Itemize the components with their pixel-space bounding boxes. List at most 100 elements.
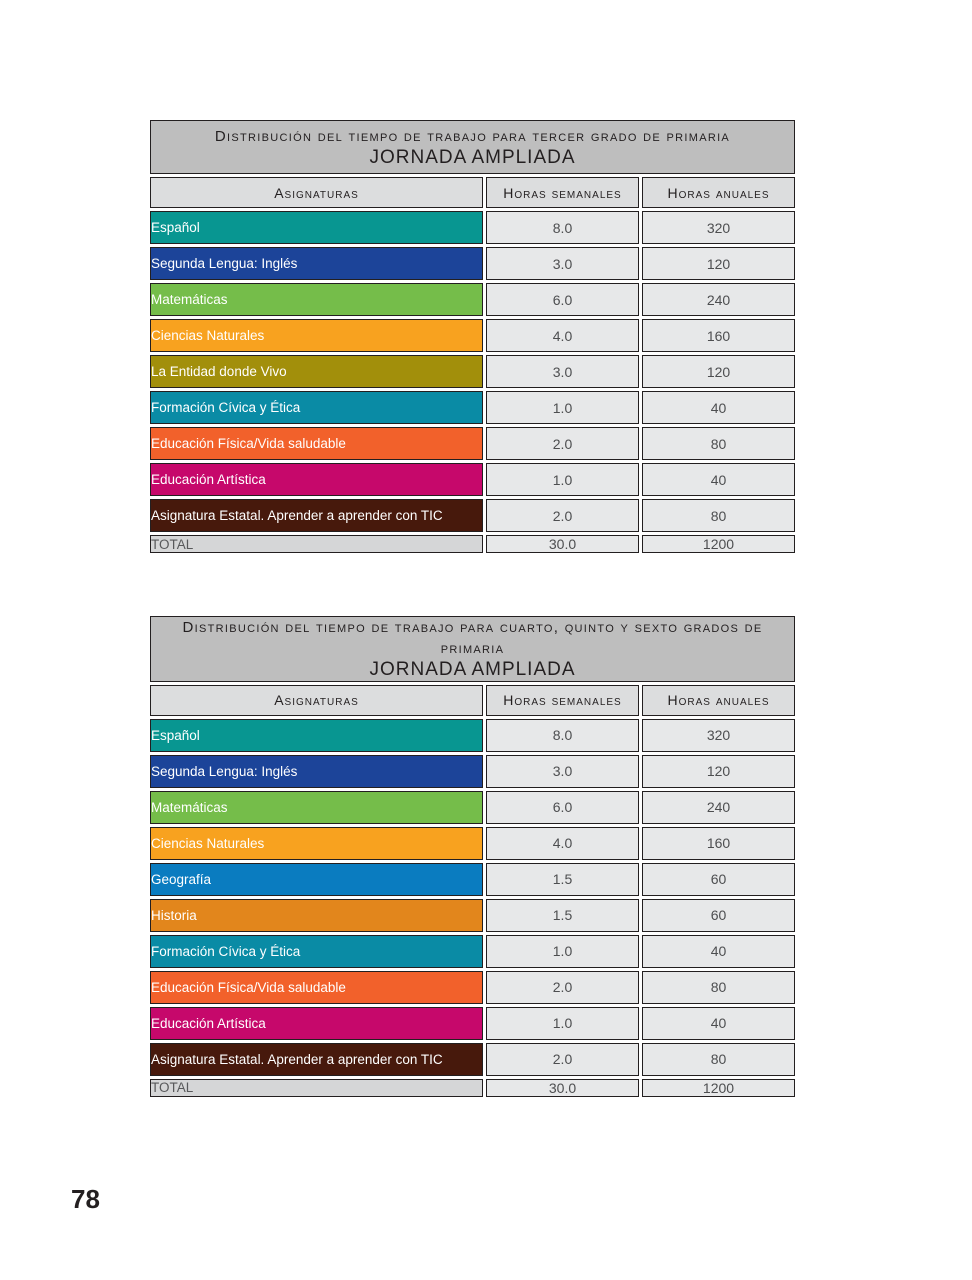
subject-row: La Entidad donde Vivo 3.0 120 bbox=[150, 355, 795, 388]
column-header-subjects: Asignaturas bbox=[150, 684, 483, 716]
subject-row: Formación Cívica y Ética 1.0 40 bbox=[150, 934, 795, 968]
subject-name-cell: Educación Física/Vida saludable bbox=[150, 427, 483, 460]
subject-row: Historia 1.5 60 bbox=[150, 898, 795, 932]
column-header-weekly-hours: Horas semanales bbox=[486, 177, 639, 208]
schedule-table-third-grade: Distribución del tiempo de trabajo para … bbox=[147, 117, 798, 556]
table-title-row: Distribución del tiempo de trabajo para … bbox=[150, 120, 795, 174]
weekly-hours-cell: 1.0 bbox=[486, 934, 639, 968]
table-subtitle: JORNADA AMPLIADA bbox=[369, 146, 576, 168]
column-header-annual-hours: Horas anuales bbox=[642, 177, 795, 208]
annual-hours-cell: 40 bbox=[642, 1006, 795, 1040]
table-title-cell: Distribución del tiempo de trabajo para … bbox=[150, 616, 795, 682]
subject-row: Segunda Lengua: Inglés 3.0 120 bbox=[150, 754, 795, 788]
subject-name-cell: Ciencias Naturales bbox=[150, 826, 483, 860]
page-number: 78 bbox=[71, 1184, 100, 1214]
subject-row: Matemáticas 6.0 240 bbox=[150, 790, 795, 824]
weekly-hours-cell: 3.0 bbox=[486, 355, 639, 388]
subject-row: Ciencias Naturales 4.0 160 bbox=[150, 319, 795, 352]
subject-name-cell: Ciencias Naturales bbox=[150, 319, 483, 352]
subject-name-cell: Educación Artística bbox=[150, 1006, 483, 1040]
weekly-hours-cell: 6.0 bbox=[486, 790, 639, 824]
weekly-hours-cell: 3.0 bbox=[486, 754, 639, 788]
subject-row: Educación Artística 1.0 40 bbox=[150, 463, 795, 496]
table-title: Distribución del tiempo de trabajo para … bbox=[182, 619, 763, 657]
weekly-hours-cell: 3.0 bbox=[486, 247, 639, 280]
annual-hours-cell: 120 bbox=[642, 754, 795, 788]
annual-hours-cell: 240 bbox=[642, 283, 795, 316]
subject-row: Ciencias Naturales 4.0 160 bbox=[150, 826, 795, 860]
subject-row: Asignatura Estatal. Aprender a aprender … bbox=[150, 1042, 795, 1076]
subject-name-cell: Educación Física/Vida saludable bbox=[150, 970, 483, 1004]
annual-hours-cell: 160 bbox=[642, 319, 795, 352]
total-row: TOTAL 30.0 1200 bbox=[150, 535, 795, 553]
annual-hours-cell: 160 bbox=[642, 826, 795, 860]
schedule-table-fourth-fifth-sixth-grade: Distribución del tiempo de trabajo para … bbox=[147, 613, 798, 1100]
weekly-hours-cell: 2.0 bbox=[486, 1042, 639, 1076]
total-weekly-hours-cell: 30.0 bbox=[486, 535, 639, 553]
subject-name-cell: Matemáticas bbox=[150, 790, 483, 824]
annual-hours-cell: 80 bbox=[642, 499, 795, 532]
annual-hours-cell: 40 bbox=[642, 463, 795, 496]
subject-name-cell: Formación Cívica y Ética bbox=[150, 391, 483, 424]
annual-hours-cell: 80 bbox=[642, 970, 795, 1004]
subject-row: Geografía 1.5 60 bbox=[150, 862, 795, 896]
subject-row: Educación Física/Vida saludable 2.0 80 bbox=[150, 427, 795, 460]
annual-hours-cell: 120 bbox=[642, 247, 795, 280]
subject-name-cell: Geografía bbox=[150, 862, 483, 896]
annual-hours-cell: 80 bbox=[642, 427, 795, 460]
annual-hours-cell: 240 bbox=[642, 790, 795, 824]
annual-hours-cell: 60 bbox=[642, 898, 795, 932]
table-title-cell: Distribución del tiempo de trabajo para … bbox=[150, 120, 795, 174]
column-header-annual-hours: Horas anuales bbox=[642, 684, 795, 716]
subject-row: Formación Cívica y Ética 1.0 40 bbox=[150, 391, 795, 424]
weekly-hours-cell: 1.5 bbox=[486, 862, 639, 896]
subject-row: Matemáticas 6.0 240 bbox=[150, 283, 795, 316]
total-weekly-hours-cell: 30.0 bbox=[486, 1078, 639, 1097]
table-title: Distribución del tiempo de trabajo para … bbox=[214, 127, 731, 145]
subject-name-cell: Español bbox=[150, 211, 483, 244]
subject-name-cell: La Entidad donde Vivo bbox=[150, 355, 483, 388]
weekly-hours-cell: 1.0 bbox=[486, 463, 639, 496]
subject-name-cell: Asignatura Estatal. Aprender a aprender … bbox=[150, 1042, 483, 1076]
total-row: TOTAL 30.0 1200 bbox=[150, 1078, 795, 1097]
annual-hours-cell: 40 bbox=[642, 391, 795, 424]
annual-hours-cell: 320 bbox=[642, 211, 795, 244]
annual-hours-cell: 120 bbox=[642, 355, 795, 388]
column-header-weekly-hours: Horas semanales bbox=[486, 684, 639, 716]
weekly-hours-cell: 8.0 bbox=[486, 718, 639, 752]
weekly-hours-cell: 2.0 bbox=[486, 499, 639, 532]
weekly-hours-cell: 4.0 bbox=[486, 319, 639, 352]
total-annual-hours-cell: 1200 bbox=[642, 535, 795, 553]
subject-name-cell: Educación Artística bbox=[150, 463, 483, 496]
weekly-hours-cell: 1.0 bbox=[486, 1006, 639, 1040]
table-subtitle: JORNADA AMPLIADA bbox=[369, 659, 576, 680]
weekly-hours-cell: 2.0 bbox=[486, 427, 639, 460]
weekly-hours-cell: 4.0 bbox=[486, 826, 639, 860]
subject-name-cell: Formación Cívica y Ética bbox=[150, 934, 483, 968]
subject-row: Educación Artística 1.0 40 bbox=[150, 1006, 795, 1040]
subject-row: Asignatura Estatal. Aprender a aprender … bbox=[150, 499, 795, 532]
total-label-cell: TOTAL bbox=[150, 1078, 483, 1097]
total-annual-hours-cell: 1200 bbox=[642, 1078, 795, 1097]
subject-row: Español 8.0 320 bbox=[150, 211, 795, 244]
column-header-row: Asignaturas Horas semanales Horas anuale… bbox=[150, 177, 795, 208]
annual-hours-cell: 40 bbox=[642, 934, 795, 968]
subject-row: Educación Física/Vida saludable 2.0 80 bbox=[150, 970, 795, 1004]
annual-hours-cell: 80 bbox=[642, 1042, 795, 1076]
subject-row: Español 8.0 320 bbox=[150, 718, 795, 752]
subject-name-cell: Asignatura Estatal. Aprender a aprender … bbox=[150, 499, 483, 532]
annual-hours-cell: 60 bbox=[642, 862, 795, 896]
table-title-row: Distribución del tiempo de trabajo para … bbox=[150, 616, 795, 682]
total-label-cell: TOTAL bbox=[150, 535, 483, 553]
subject-name-cell: Historia bbox=[150, 898, 483, 932]
subject-name-cell: Segunda Lengua: Inglés bbox=[150, 247, 483, 280]
column-header-subjects: Asignaturas bbox=[150, 177, 483, 208]
weekly-hours-cell: 1.0 bbox=[486, 391, 639, 424]
annual-hours-cell: 320 bbox=[642, 718, 795, 752]
subject-row: Segunda Lengua: Inglés 3.0 120 bbox=[150, 247, 795, 280]
weekly-hours-cell: 6.0 bbox=[486, 283, 639, 316]
weekly-hours-cell: 8.0 bbox=[486, 211, 639, 244]
subject-name-cell: Segunda Lengua: Inglés bbox=[150, 754, 483, 788]
column-header-row: Asignaturas Horas semanales Horas anuale… bbox=[150, 684, 795, 716]
weekly-hours-cell: 2.0 bbox=[486, 970, 639, 1004]
